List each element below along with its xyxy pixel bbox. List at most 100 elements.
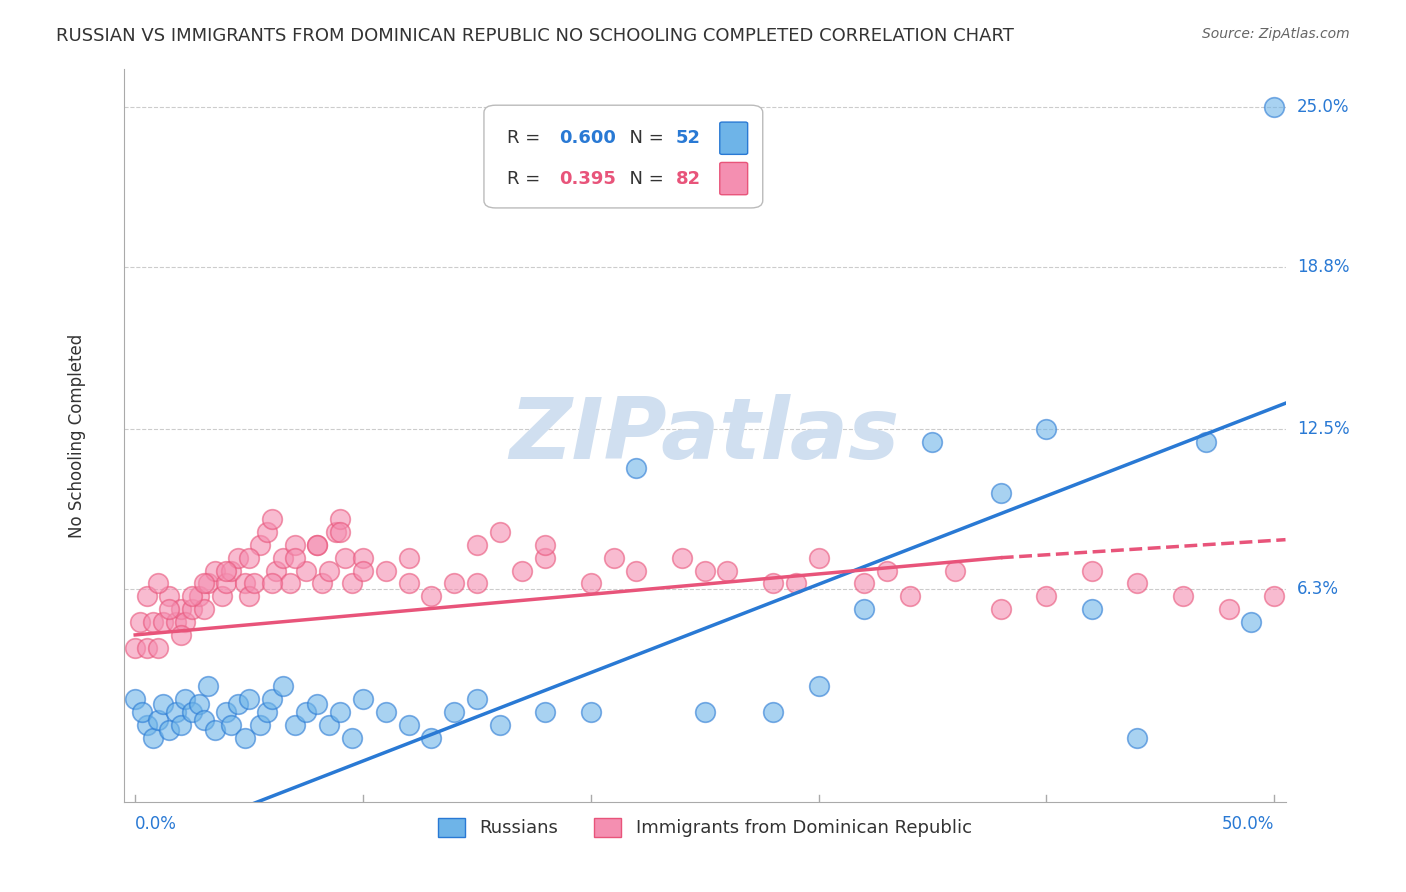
Point bbox=[181, 705, 204, 719]
Point bbox=[534, 705, 557, 719]
Point bbox=[170, 602, 193, 616]
FancyBboxPatch shape bbox=[720, 122, 748, 154]
Point bbox=[329, 512, 352, 526]
Point bbox=[352, 692, 374, 706]
Point bbox=[307, 538, 329, 552]
Point bbox=[1081, 564, 1104, 578]
Point bbox=[465, 692, 488, 706]
Point bbox=[278, 576, 301, 591]
Point bbox=[398, 718, 420, 732]
Point bbox=[807, 550, 830, 565]
Point bbox=[1081, 602, 1104, 616]
Point bbox=[465, 538, 488, 552]
Text: 25.0%: 25.0% bbox=[1296, 98, 1350, 116]
Point bbox=[284, 550, 307, 565]
Point bbox=[219, 564, 242, 578]
Point bbox=[211, 590, 233, 604]
Point bbox=[226, 698, 249, 712]
Point bbox=[943, 564, 966, 578]
Point bbox=[1035, 590, 1057, 604]
Point bbox=[284, 718, 307, 732]
Point bbox=[374, 705, 396, 719]
Point bbox=[128, 615, 150, 629]
Point bbox=[135, 718, 157, 732]
Point bbox=[242, 576, 264, 591]
Point bbox=[146, 640, 169, 655]
Point bbox=[181, 590, 204, 604]
Point bbox=[226, 550, 249, 565]
Point bbox=[215, 576, 238, 591]
Point bbox=[219, 718, 242, 732]
FancyBboxPatch shape bbox=[484, 105, 762, 208]
Point bbox=[152, 615, 174, 629]
Point bbox=[990, 602, 1012, 616]
Point bbox=[488, 718, 510, 732]
Text: 82: 82 bbox=[676, 169, 700, 187]
Point bbox=[238, 590, 260, 604]
Text: 12.5%: 12.5% bbox=[1296, 420, 1350, 438]
Legend: Russians, Immigrants from Dominican Republic: Russians, Immigrants from Dominican Repu… bbox=[430, 811, 979, 845]
Point bbox=[124, 640, 146, 655]
Point bbox=[307, 698, 329, 712]
Point bbox=[260, 692, 283, 706]
Point bbox=[271, 680, 294, 694]
Point bbox=[256, 524, 278, 539]
Point bbox=[333, 550, 356, 565]
Point bbox=[318, 564, 340, 578]
Point bbox=[626, 564, 648, 578]
Point bbox=[204, 723, 226, 738]
Text: RUSSIAN VS IMMIGRANTS FROM DOMINICAN REPUBLIC NO SCHOOLING COMPLETED CORRELATION: RUSSIAN VS IMMIGRANTS FROM DOMINICAN REP… bbox=[56, 27, 1014, 45]
Text: R =: R = bbox=[508, 169, 553, 187]
Point bbox=[266, 564, 288, 578]
Text: N =: N = bbox=[617, 129, 675, 147]
Point bbox=[197, 576, 219, 591]
Text: 18.8%: 18.8% bbox=[1296, 258, 1350, 276]
Point bbox=[318, 718, 340, 732]
Point bbox=[1263, 100, 1285, 114]
Point bbox=[876, 564, 898, 578]
Text: Source: ZipAtlas.com: Source: ZipAtlas.com bbox=[1202, 27, 1350, 41]
Point bbox=[174, 615, 197, 629]
Point bbox=[238, 692, 260, 706]
Point bbox=[921, 434, 943, 449]
Point bbox=[579, 705, 602, 719]
Point bbox=[249, 538, 271, 552]
Point bbox=[165, 615, 187, 629]
Point bbox=[420, 590, 443, 604]
Point bbox=[602, 550, 624, 565]
Text: 52: 52 bbox=[676, 129, 700, 147]
Point bbox=[193, 576, 215, 591]
Point bbox=[157, 723, 180, 738]
Point bbox=[488, 524, 510, 539]
Point bbox=[352, 550, 374, 565]
Point bbox=[249, 718, 271, 732]
Point bbox=[512, 564, 534, 578]
Point bbox=[1263, 590, 1285, 604]
Point bbox=[295, 564, 318, 578]
Point bbox=[671, 550, 693, 565]
Point bbox=[693, 705, 716, 719]
Point bbox=[307, 538, 329, 552]
Point bbox=[398, 550, 420, 565]
Point bbox=[898, 590, 921, 604]
Text: 50.0%: 50.0% bbox=[1222, 815, 1274, 833]
Point bbox=[853, 602, 876, 616]
Point bbox=[188, 698, 211, 712]
Point bbox=[534, 550, 557, 565]
Point bbox=[716, 564, 738, 578]
Point bbox=[142, 615, 165, 629]
FancyBboxPatch shape bbox=[720, 162, 748, 194]
Point bbox=[325, 524, 347, 539]
Point bbox=[135, 590, 157, 604]
Point bbox=[1218, 602, 1240, 616]
Point bbox=[238, 550, 260, 565]
Point bbox=[197, 680, 219, 694]
Point bbox=[170, 718, 193, 732]
Point bbox=[170, 628, 193, 642]
Point bbox=[352, 564, 374, 578]
Point bbox=[157, 602, 180, 616]
Point bbox=[340, 731, 363, 745]
Point bbox=[1171, 590, 1194, 604]
Point bbox=[329, 705, 352, 719]
Point bbox=[271, 550, 294, 565]
